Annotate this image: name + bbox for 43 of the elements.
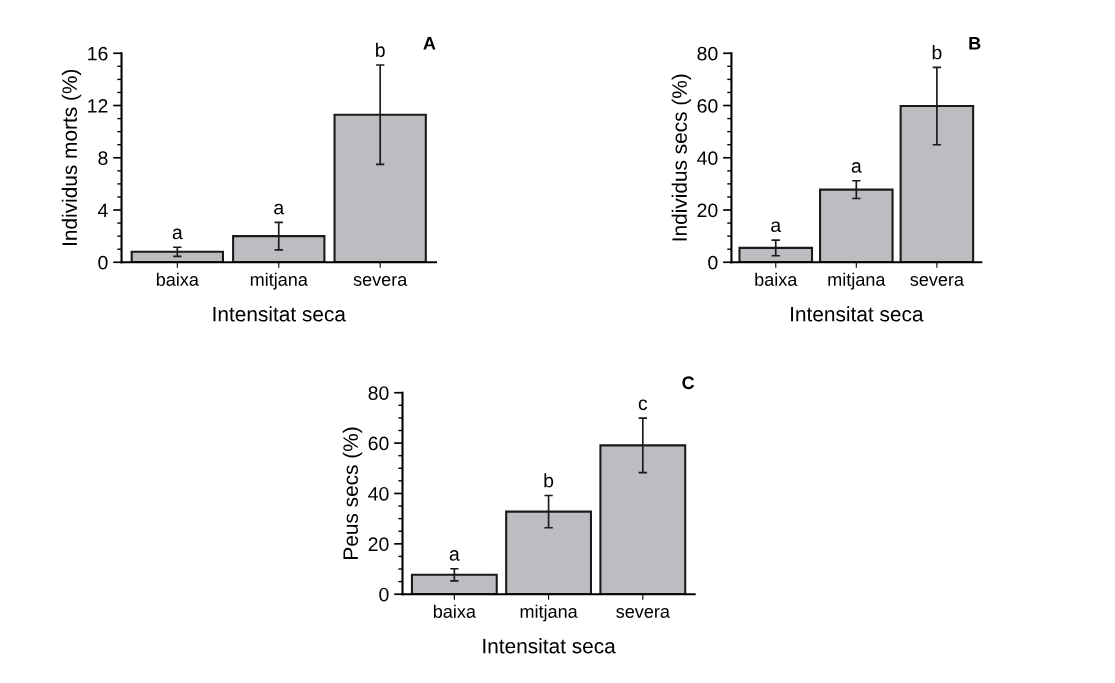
y-tick-label: 60 (368, 436, 389, 451)
x-axis-title: Intensitat seca (213, 306, 346, 322)
annotation: a (771, 221, 782, 233)
y-tick-label: 40 (368, 486, 389, 501)
x-axis-title: Intensitat seca (791, 306, 924, 322)
chart-title: C (682, 376, 695, 390)
y-axis-title: Individus secs (%) (671, 74, 692, 241)
y-tick-label: 40 (697, 151, 718, 166)
y-tick-label: 80 (697, 46, 718, 61)
chart-title: A (423, 37, 436, 50)
x-tick-label: severa (353, 276, 408, 286)
y-tick-label: 0 (708, 255, 718, 270)
x-tick-label: mitjana (828, 272, 886, 290)
x-axis-title: Intensitat seca (483, 638, 616, 654)
annotation: a (851, 162, 862, 173)
y-tick-label: 80 (368, 386, 389, 400)
x-tick-label: severa (910, 276, 964, 286)
chart-title: B (969, 37, 981, 50)
y-axis-title: Peus secs (%) (342, 427, 363, 559)
annotation: a (449, 550, 460, 561)
annotation: b (376, 42, 385, 58)
annotation: b (544, 473, 554, 488)
y-tick-label: 20 (697, 203, 718, 218)
x-tick-label: mitjana (520, 604, 578, 622)
x-tick-label: baixa (433, 604, 476, 618)
y-tick-label: 0 (98, 255, 108, 270)
y-tick-label: 20 (368, 537, 389, 552)
y-tick-label: 8 (98, 151, 108, 166)
y-tick-label: 4 (97, 203, 108, 218)
y-axis-title: Individus morts (%) (61, 69, 82, 245)
x-tick-label: severa (616, 608, 670, 618)
y-tick-label: 12 (88, 98, 108, 113)
y-tick-label: 16 (88, 46, 108, 61)
annotation: a (172, 228, 183, 240)
x-tick-label: baixa (156, 272, 199, 286)
annotation: a (274, 203, 285, 215)
annotation: c (638, 399, 648, 411)
y-tick-label: 0 (379, 587, 389, 602)
y-tick-label: 60 (697, 98, 718, 113)
bar (410, 573, 498, 595)
x-tick-label: baixa (755, 272, 798, 286)
annotation: b (932, 45, 942, 60)
x-tick-label: mitjana (250, 272, 308, 290)
